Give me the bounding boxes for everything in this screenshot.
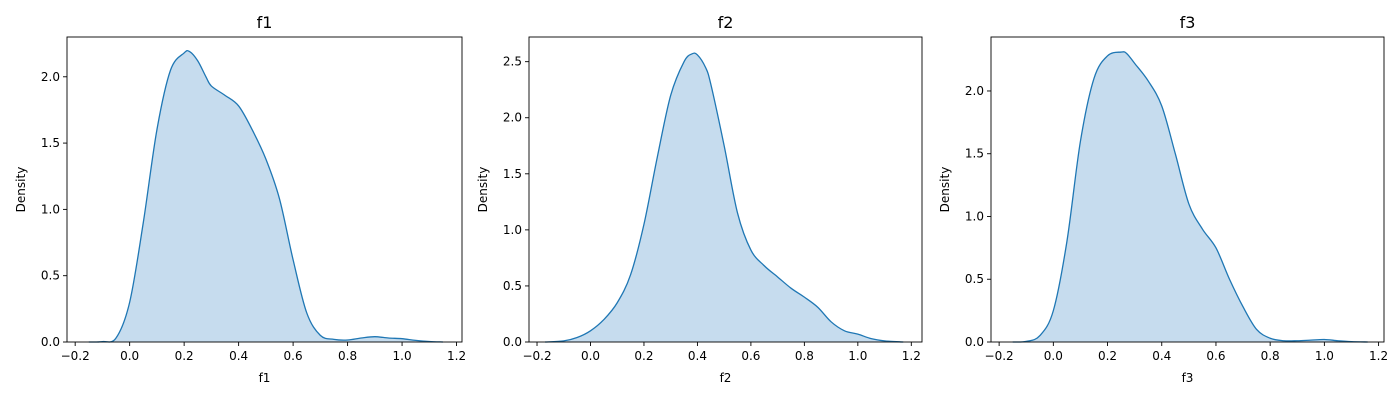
density-fill	[88, 50, 443, 343]
y-tick-label: 1.5	[503, 167, 522, 181]
density-line	[1012, 51, 1368, 343]
x-tick-label: 0.8	[795, 349, 814, 363]
x-tick-label: 0.4	[688, 349, 707, 363]
subplot-f2: −0.2 0.0 0.2 0.4 0.6 0.8 1.0 1.20.00.51.01.52.0…	[476, 13, 923, 385]
x-axis-label: f2	[720, 371, 732, 385]
x-tick-label: 0.6	[741, 349, 760, 363]
density-line	[88, 49, 443, 343]
x-tick-label: −0.2	[985, 349, 1014, 363]
y-tick-label: 1.5	[41, 136, 60, 150]
x-tick-label: 1.0	[393, 349, 412, 363]
y-tick-label: 0.5	[41, 269, 60, 283]
chart-title: f3	[1180, 13, 1196, 32]
x-tick-label: −0.2	[61, 349, 90, 363]
x-tick-label: 0.8	[1261, 349, 1280, 363]
y-tick-label: 0.5	[965, 272, 984, 286]
y-tick-label: 0.0	[965, 335, 984, 349]
x-tick-label: 1.2	[1369, 349, 1388, 363]
y-tick-label: 0.0	[41, 335, 60, 349]
x-tick-label: 1.2	[902, 349, 921, 363]
x-tick-label: 0.6	[1206, 349, 1225, 363]
y-tick-label: 0.0	[503, 335, 522, 349]
x-axis-label: f1	[259, 371, 271, 385]
x-tick-label: 0.4	[229, 349, 248, 363]
x-tick-label: 1.0	[1315, 349, 1334, 363]
x-tick-label: 0.6	[284, 349, 303, 363]
y-tick-label: 2.5	[503, 55, 522, 69]
x-tick-label: 0.0	[120, 349, 139, 363]
x-tick-label: 1.0	[848, 349, 867, 363]
x-tick-label: 1.2	[447, 349, 466, 363]
x-axis-label: f3	[1182, 371, 1194, 385]
x-tick-label: 0.4	[1152, 349, 1171, 363]
subplot-f1: −0.2 0.0 0.2 0.4 0.6 0.8 1.0 1.20.00.51.01.52.0…	[14, 13, 466, 385]
y-axis-label: Density	[476, 167, 490, 213]
y-axis-label: Density	[938, 167, 952, 213]
x-tick-label: 0.2	[634, 349, 653, 363]
y-tick-label: 1.5	[965, 147, 984, 161]
y-tick-label: 1.0	[41, 202, 60, 216]
axes-frame	[66, 36, 463, 343]
x-tick-label: −0.2	[522, 349, 551, 363]
subplot-f3: −0.2 0.0 0.2 0.4 0.6 0.8 1.0 1.20.00.51.01.52.0…	[938, 13, 1388, 385]
y-tick-label: 0.5	[503, 279, 522, 293]
x-tick-label: 0.8	[338, 349, 357, 363]
x-tick-label: 0.2	[175, 349, 194, 363]
x-tick-label: 0.0	[1044, 349, 1063, 363]
y-axis-label: Density	[14, 167, 28, 213]
density-line	[545, 52, 904, 343]
chart-title: f1	[257, 13, 273, 32]
chart-title: f2	[718, 13, 734, 32]
axes-frame	[528, 36, 923, 343]
density-fill	[1012, 51, 1368, 343]
x-tick-label: 0.0	[581, 349, 600, 363]
y-tick-label: 2.0	[503, 111, 522, 125]
x-tick-label: 0.2	[1098, 349, 1117, 363]
y-tick-label: 1.0	[965, 209, 984, 223]
axes-frame	[990, 36, 1385, 343]
y-tick-label: 2.0	[41, 70, 60, 84]
y-tick-label: 2.0	[965, 84, 984, 98]
y-tick-label: 1.0	[503, 223, 522, 237]
density-fill	[545, 53, 904, 343]
